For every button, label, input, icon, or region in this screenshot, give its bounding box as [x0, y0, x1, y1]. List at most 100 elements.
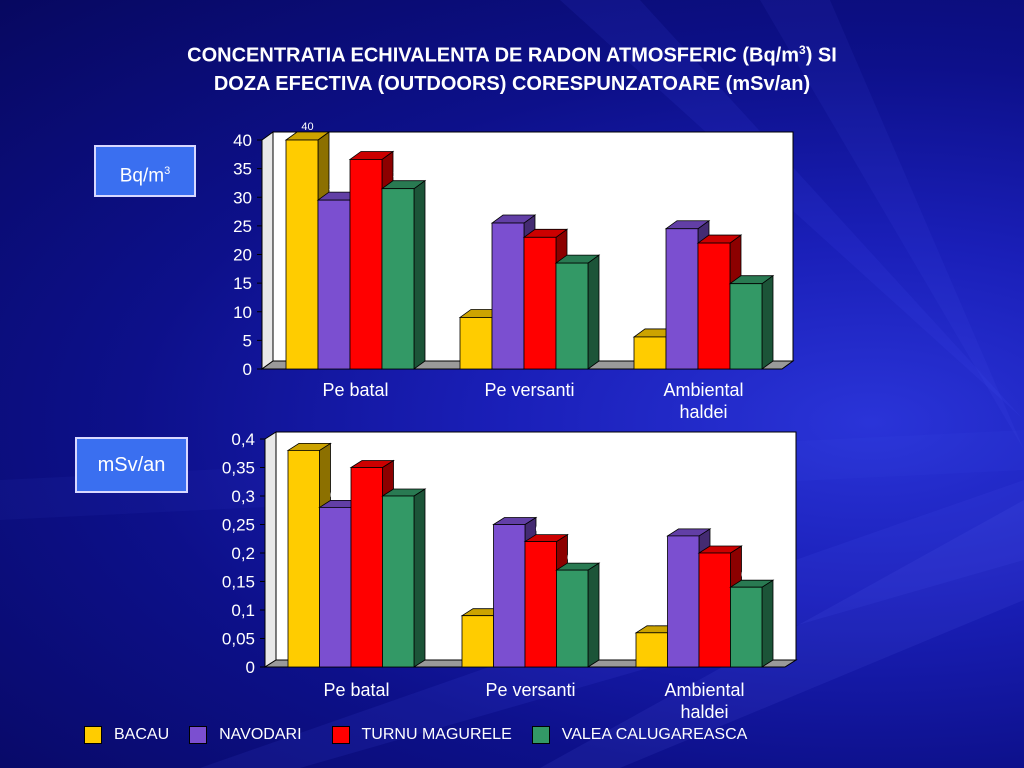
chart2-bar-bacau-1 — [461, 615, 494, 668]
chart1-data-label: 23 — [539, 218, 551, 230]
chart2-ytick-label: 0,2 — [231, 544, 255, 563]
chart1-data-label: 25.5 — [503, 204, 524, 216]
chart1-data-label: 40 — [301, 121, 313, 133]
legend-item-bacau: BACAU — [84, 726, 169, 744]
legend-item-navodari: NAVODARI — [189, 726, 302, 744]
chart1-data-label: 36.6 — [361, 140, 382, 152]
chart2-ytick-label: 0,4 — [231, 430, 255, 449]
chart2-ytick-label: 0,05 — [222, 630, 255, 649]
chart2-bar-valea-calugareasca-1 — [556, 569, 589, 668]
chart1-data-label: 22 — [713, 224, 725, 236]
chart2-data-label: 0,22 — [536, 524, 557, 536]
chart1-ytick-label: 10 — [233, 303, 252, 322]
chart2-data-label: 0,23 — [678, 518, 699, 530]
chart2-bar-turnu-magurele-0 — [350, 467, 383, 668]
chart2-ytick-label: 0,35 — [222, 459, 255, 478]
title-line1-sup: 3 — [799, 43, 806, 57]
chart2-bar-side-valea-calugareasca-0 — [413, 488, 426, 668]
chart2-data-label: 0,17 — [567, 552, 588, 564]
chart1-data-label: 29.5 — [329, 181, 350, 193]
chart2-ytick-label: 0 — [246, 658, 255, 677]
title-line1-post: ) SI — [805, 44, 837, 67]
chart2-ytick-label: 0,1 — [231, 601, 255, 620]
chart1-ytick-label: 20 — [233, 246, 252, 265]
chart2-bar-bacau-2 — [635, 632, 668, 668]
legend-swatch-valea-calugareasca — [531, 726, 550, 744]
chart1-bar-bacau-0 — [285, 139, 319, 370]
chart1-bar-navodari-1 — [491, 222, 525, 370]
chart2-bar-valea-calugareasca-2 — [730, 586, 763, 668]
chart1-data-label: 31.5 — [393, 170, 414, 182]
chart1-ytick-label: 0 — [243, 360, 252, 379]
legend-swatch-bacau — [84, 726, 102, 744]
chart1-ytick-label: 30 — [233, 188, 252, 207]
chart2-bar-bacau-0 — [287, 449, 320, 668]
chart1-data-label: 14.9 — [741, 265, 762, 277]
chart2-bar-valea-calugareasca-0 — [382, 495, 415, 668]
unit1-sup: 3 — [164, 165, 171, 177]
legend-label-valea-calugareasca: VALEA CALUGAREASCA — [561, 726, 748, 743]
chart1-category-label: Pe versanti — [484, 380, 574, 400]
chart2-category-label-line2: haldei — [680, 702, 728, 722]
chart1-category-label-line2: haldei — [679, 402, 727, 422]
chart1-bar-bacau-2 — [633, 336, 667, 370]
legend-item-turnu-magurele: TURNU MAGURELE — [331, 726, 512, 744]
chart1-data-label: 9 — [478, 298, 484, 310]
chart2-bar-side-valea-calugareasca-1 — [587, 562, 600, 668]
legend-label-bacau: BACAU — [114, 726, 170, 743]
title-line2: DOZA EFECTIVA (OUTDOORS) CORESPUNZATOARE… — [213, 72, 811, 95]
chart1-ytick-label: 25 — [233, 217, 252, 236]
chart1-data-label: 18.5 — [567, 244, 588, 256]
chart1-bar-valea-calugareasca-0 — [381, 188, 415, 370]
chart1-bar-bacau-1 — [459, 317, 493, 370]
chart1-ytick-label: 15 — [233, 274, 252, 293]
chart2-side-wall — [264, 431, 277, 668]
chart1-bar-navodari-0 — [317, 199, 351, 370]
unit-label-msv: mSv/an — [75, 437, 188, 493]
chart2-data-label: 0,25 — [504, 507, 525, 519]
chart1-bar-valea-calugareasca-2 — [729, 283, 763, 370]
chart2-category-label: Pe batal — [323, 680, 389, 700]
chart1-data-label: 24.5 — [677, 210, 698, 222]
chart1-category-label-line1: Ambiental — [663, 380, 743, 400]
chart2-ytick-label: 0,3 — [231, 487, 255, 506]
unit-label-bq: Bq/m3 — [94, 145, 196, 197]
chart2-bar-navodari-2 — [667, 535, 700, 668]
chart2-category-label-line1: Ambiental — [664, 680, 744, 700]
chart1-bar-turnu-magurele-1 — [523, 236, 557, 370]
chart2-data-label: 0,35 — [362, 450, 383, 462]
chart1-ytick-label: 35 — [233, 160, 252, 179]
chart1-bar-turnu-magurele-2 — [697, 242, 731, 370]
chart1-ytick-label: 40 — [233, 131, 252, 150]
chart2-bar-turnu-magurele-1 — [524, 541, 557, 668]
legend-item-valea-calugareasca: VALEA CALUGAREASCA — [531, 726, 748, 744]
chart2-ytick-label: 0,15 — [222, 573, 255, 592]
chart2-data-label: 0,09 — [473, 598, 494, 610]
chart2-bar-side-valea-calugareasca-2 — [761, 579, 774, 668]
chart2-category-label: Pe versanti — [485, 680, 575, 700]
legend-label-navodari: NAVODARI — [219, 726, 302, 743]
chart-title: CONCENTRATIA ECHIVALENTA DE RADON ATMOSF… — [40, 36, 984, 98]
title-line1-pre: CONCENTRATIA ECHIVALENTA DE RADON ATMOSF… — [187, 44, 799, 67]
chart2-data-label: 0,38 — [299, 432, 320, 444]
chart2-data-label: 0,3 — [396, 478, 411, 490]
chart2-ytick-label: 0,25 — [222, 516, 255, 535]
chart1-ytick-label: 5 — [243, 331, 252, 350]
legend: BACAU NAVODARI TURNU MAGURELE VALEA CALU… — [84, 724, 767, 746]
legend-swatch-navodari — [189, 726, 208, 744]
chart1-data-label: 5.6 — [648, 318, 663, 330]
chart1-bar-turnu-magurele-0 — [349, 159, 383, 370]
chart2-bar-navodari-0 — [319, 506, 352, 668]
unit1-pre: Bq/m — [119, 165, 165, 187]
legend-swatch-turnu-magurele — [331, 726, 350, 744]
chart2-data-label: 0,2 — [713, 535, 728, 547]
chart2-data-label: 0,14 — [741, 569, 762, 581]
chart2-data-label: 0,06 — [647, 615, 668, 627]
chart1-category-label: Pe batal — [322, 380, 388, 400]
legend-label-turnu-magurele: TURNU MAGURELE — [361, 726, 512, 743]
chart2-bar-turnu-magurele-2 — [698, 552, 731, 668]
chart1-bar-navodari-2 — [665, 228, 699, 370]
chart1-bar-valea-calugareasca-1 — [555, 262, 589, 370]
